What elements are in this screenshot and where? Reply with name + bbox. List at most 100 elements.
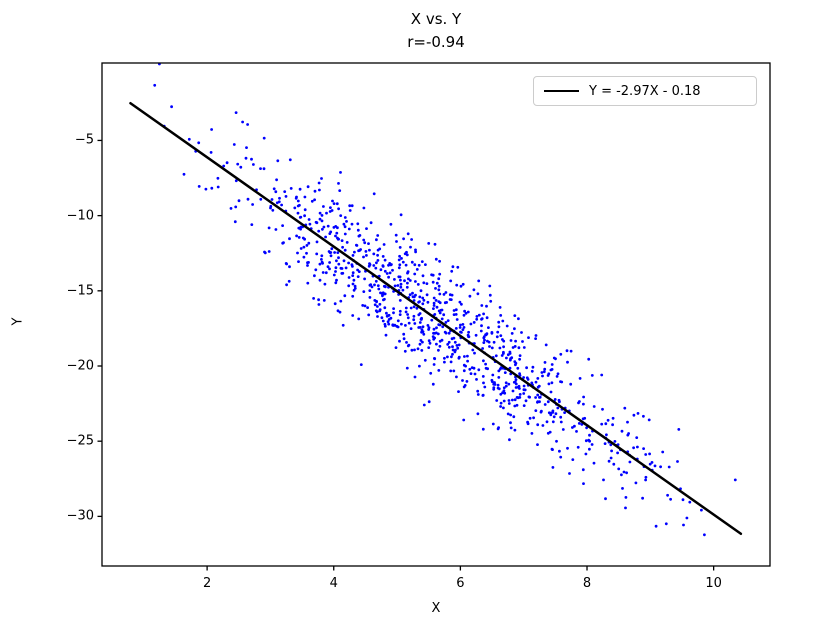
scatter-point	[422, 298, 426, 302]
scatter-point	[296, 199, 300, 203]
scatter-point	[344, 266, 348, 270]
scatter-point	[322, 299, 326, 302]
scatter-point	[330, 247, 334, 251]
chart-title: X vs. Y	[410, 10, 462, 28]
scatter-point	[546, 431, 550, 435]
scatter-point	[337, 182, 340, 185]
scatter-point	[434, 287, 437, 290]
scatter-point	[513, 380, 517, 384]
scatter-point	[454, 313, 458, 316]
scatter-point	[433, 357, 436, 360]
scatter-point	[338, 310, 342, 314]
scatter-point	[489, 299, 493, 303]
scatter-point	[510, 356, 514, 360]
scatter-point	[454, 308, 458, 312]
scatter-point	[315, 221, 319, 225]
scatter-point	[252, 163, 255, 166]
scatter-point	[512, 415, 516, 419]
scatter-point	[367, 264, 371, 268]
scatter-point	[334, 234, 337, 238]
scatter-point	[362, 238, 366, 242]
scatter-point	[518, 393, 522, 396]
scatter-point	[282, 241, 285, 245]
scatter-point	[480, 324, 483, 328]
scatter-point	[216, 185, 220, 189]
scatter-point	[398, 313, 402, 316]
scatter-point	[263, 251, 267, 255]
scatter-point	[431, 382, 435, 386]
scatter-point	[373, 283, 376, 287]
scatter-point	[422, 281, 426, 285]
scatter-point	[321, 227, 324, 231]
scatter-point	[545, 420, 549, 424]
scatter-point	[413, 375, 417, 379]
scatter-point	[502, 399, 506, 403]
scatter-point	[422, 403, 426, 407]
scatter-point	[321, 261, 324, 265]
scatter-point	[375, 299, 378, 303]
scatter-point	[581, 468, 585, 472]
scatter-point	[502, 406, 505, 410]
scatter-point	[335, 259, 338, 263]
scatter-point	[407, 277, 410, 281]
scatter-point	[534, 337, 537, 340]
scatter-point	[409, 245, 412, 249]
scatter-point	[370, 285, 374, 289]
scatter-point	[362, 290, 366, 293]
scatter-point	[387, 322, 391, 326]
scatter-point	[538, 400, 541, 404]
scatter-point	[496, 427, 500, 431]
scatter-point	[667, 465, 671, 469]
scatter-point	[384, 285, 387, 289]
scatter-point	[437, 369, 441, 372]
scatter-point	[364, 250, 368, 253]
scatter-point	[485, 316, 489, 320]
scatter-point	[275, 201, 279, 205]
regression-line	[129, 101, 743, 536]
scatter-point	[620, 473, 623, 477]
scatter-point	[688, 500, 692, 504]
scatter-point	[287, 279, 291, 283]
scatter-point	[485, 332, 489, 336]
scatter-point	[505, 356, 508, 360]
scatter-point	[443, 360, 446, 364]
scatter-point	[409, 306, 413, 310]
scatter-point	[278, 196, 281, 200]
scatter-point	[502, 386, 506, 390]
scatter-point	[362, 255, 365, 259]
scatter-point	[323, 282, 327, 286]
scatter-point	[582, 482, 585, 485]
scatter-point	[518, 396, 522, 399]
scatter-point	[602, 478, 605, 482]
scatter-point	[517, 384, 521, 388]
scatter-point	[285, 283, 288, 287]
scatter-point	[343, 216, 347, 219]
scatter-point	[534, 396, 537, 399]
scatter-point	[441, 325, 445, 329]
scatter-point	[418, 300, 421, 303]
scatter-point	[650, 461, 654, 464]
scatter-point	[438, 272, 442, 276]
scatter-point	[351, 265, 354, 268]
scatter-point	[405, 366, 409, 370]
scatter-point	[402, 337, 406, 341]
scatter-point	[450, 293, 454, 297]
scatter-point	[438, 344, 442, 348]
scatter-point	[210, 128, 214, 131]
scatter-point	[334, 266, 338, 270]
scatter-point	[329, 206, 332, 210]
scatter-point	[342, 222, 346, 226]
scatter-point	[558, 400, 561, 404]
scatter-point	[550, 381, 554, 385]
scatter-point	[303, 214, 306, 218]
scatter-point	[383, 322, 387, 326]
scatter-point	[641, 496, 644, 500]
y-tick-label: −15	[66, 283, 94, 299]
scatter-point	[421, 274, 425, 278]
scatter-point	[376, 234, 380, 237]
scatter-point	[506, 412, 510, 416]
scatter-point	[549, 413, 553, 417]
scatter-point	[447, 331, 451, 335]
scatter-point	[447, 345, 451, 349]
scatter-point	[375, 261, 378, 265]
